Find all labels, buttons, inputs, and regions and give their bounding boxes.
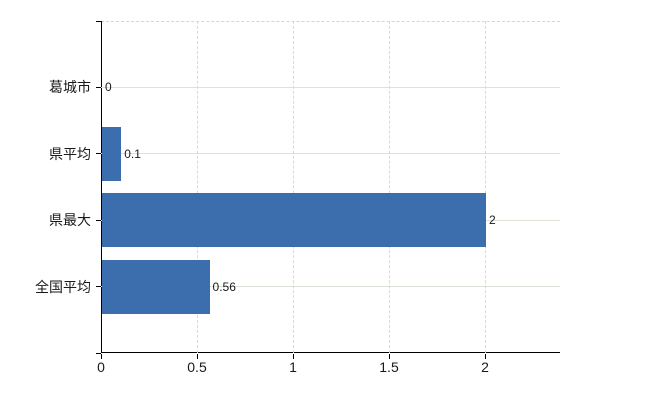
bar [102,193,486,248]
gridline-vertical [389,21,390,353]
x-axis-line [101,352,560,353]
x-tick-label: 0.5 [187,359,207,375]
bar [102,259,210,314]
category-label: 葛城市 [49,79,91,96]
y-axis-tick [96,286,101,288]
plot-area: 0 0.1 2 0.56 [96,20,560,359]
gridline-horizontal [101,153,560,155]
category-label: 県最大 [49,212,91,229]
gridline-horizontal [101,86,560,88]
y-axis-tick [96,352,101,354]
y-axis-tick [96,20,101,22]
plot-top-border [101,21,560,22]
y-axis-line [101,21,102,353]
gridline-horizontal [101,286,560,288]
gridline-vertical [293,21,294,353]
bar-value-label: 0.56 [212,279,236,294]
y-axis-tick [96,219,101,221]
bar [102,126,122,181]
x-tick-label: 2 [481,359,489,375]
x-axis-tick [389,354,390,359]
x-tick-label: 0 [97,359,105,375]
category-label: 県平均 [49,145,91,162]
bar-value-label: 0 [105,80,112,95]
bar-value-label: 2 [489,213,496,228]
x-axis-tick [101,354,102,359]
y-axis-tick [96,86,101,88]
x-axis-tick [293,354,294,359]
x-tick-label: 1.5 [379,359,399,375]
y-axis-tick [96,153,101,155]
category-label: 全国平均 [35,278,91,295]
x-axis-tick [197,354,198,359]
gridline-vertical [197,21,198,353]
bar-value-label: 0.1 [124,146,141,161]
x-tick-label: 1 [289,359,297,375]
x-axis-tick [485,354,486,359]
gridline-vertical [485,21,486,353]
